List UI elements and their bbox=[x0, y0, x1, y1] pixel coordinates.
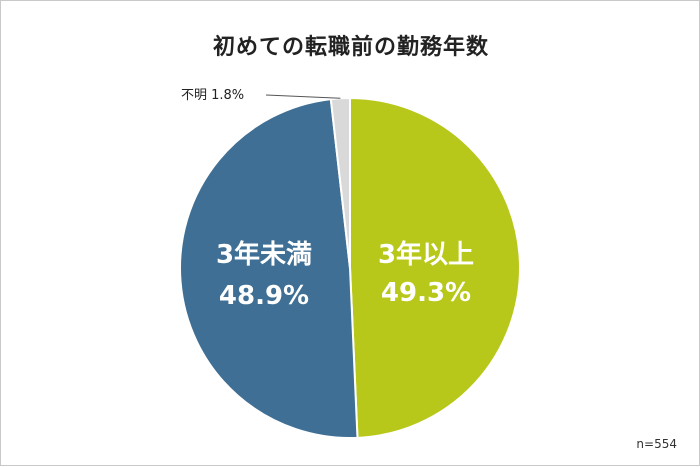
slice-label-2: 3年未満 bbox=[216, 239, 312, 270]
slice-value-1: 49.3% bbox=[381, 278, 471, 308]
sample-size-label: n=554 bbox=[636, 437, 677, 451]
slice-value-2: 48.9% bbox=[219, 281, 309, 311]
pie-slice-2 bbox=[179, 97, 359, 439]
pie-slice-1 bbox=[349, 96, 522, 439]
leader-line bbox=[265, 94, 341, 99]
chart-title: 初めての転職前の勤務年数 bbox=[212, 35, 489, 60]
slice-label-1: 3年以上 bbox=[378, 239, 474, 270]
slice-label-3: 不明 1.8% bbox=[181, 88, 244, 103]
